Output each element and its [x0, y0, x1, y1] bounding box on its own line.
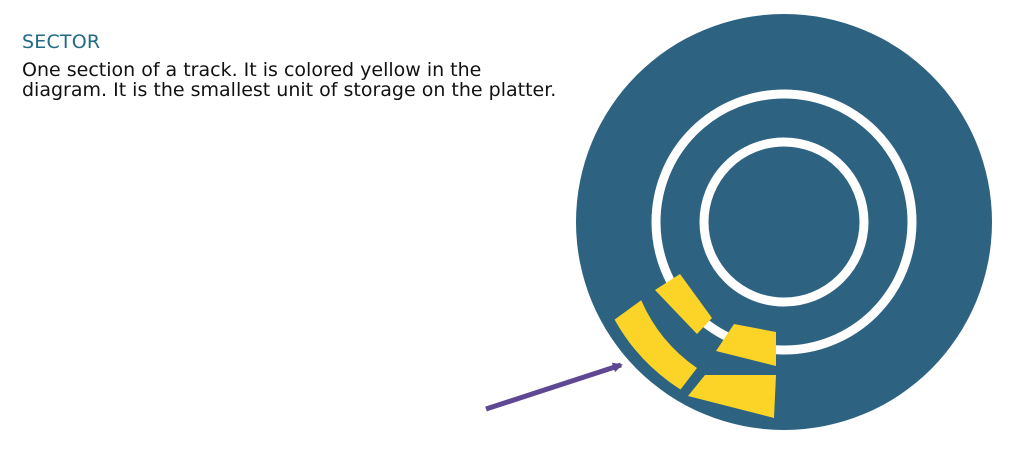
sector-middle-2: [716, 324, 776, 366]
term-description: One section of a track. It is colored ye…: [22, 60, 582, 100]
pointer-arrow: [485, 362, 623, 412]
term-heading: SECTOR: [22, 31, 101, 53]
sector-outer-2: [688, 375, 776, 418]
track-ring-inner: [699, 137, 869, 307]
platter-disk: [576, 14, 992, 430]
sector-outer-1: [614, 300, 697, 390]
track-ring-outer: [651, 89, 917, 355]
description-line-1: One section of a track. It is colored ye…: [22, 59, 482, 81]
description-line-2: diagram. It is the smallest unit of stor…: [22, 79, 557, 101]
text-panel: SECTOR One section of a track. It is col…: [22, 30, 582, 100]
sector-middle-1: [655, 274, 712, 334]
